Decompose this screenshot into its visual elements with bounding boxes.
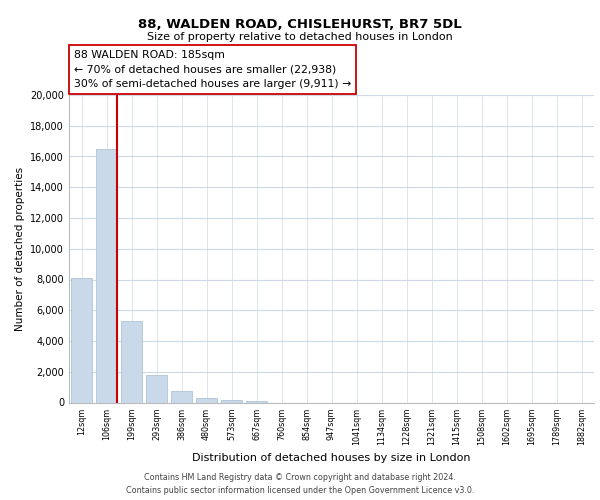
Bar bbox=[121, 321, 142, 402]
Y-axis label: Number of detached properties: Number of detached properties bbox=[15, 166, 25, 331]
Text: 88 WALDEN ROAD: 185sqm
← 70% of detached houses are smaller (22,938)
30% of semi: 88 WALDEN ROAD: 185sqm ← 70% of detached… bbox=[74, 50, 352, 89]
Bar bbox=[196, 398, 217, 402]
Bar bbox=[171, 391, 192, 402]
Bar bbox=[221, 400, 242, 402]
Text: 88, WALDEN ROAD, CHISLEHURST, BR7 5DL: 88, WALDEN ROAD, CHISLEHURST, BR7 5DL bbox=[138, 18, 462, 30]
Bar bbox=[96, 149, 117, 403]
X-axis label: Distribution of detached houses by size in London: Distribution of detached houses by size … bbox=[192, 453, 471, 463]
Bar bbox=[146, 375, 167, 402]
Text: Contains HM Land Registry data © Crown copyright and database right 2024.
Contai: Contains HM Land Registry data © Crown c… bbox=[126, 473, 474, 495]
Bar bbox=[71, 278, 92, 402]
Text: Size of property relative to detached houses in London: Size of property relative to detached ho… bbox=[147, 32, 453, 42]
